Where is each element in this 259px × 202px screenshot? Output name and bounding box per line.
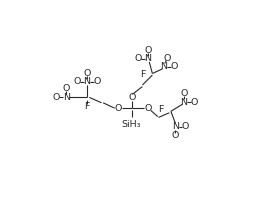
Text: N: N bbox=[172, 122, 179, 131]
Text: O: O bbox=[180, 89, 188, 98]
Text: O: O bbox=[129, 93, 136, 102]
Text: N: N bbox=[63, 93, 70, 102]
Text: N: N bbox=[160, 62, 167, 71]
Text: F: F bbox=[140, 70, 146, 79]
Text: O: O bbox=[144, 46, 152, 55]
Text: O: O bbox=[134, 54, 141, 63]
Text: O: O bbox=[182, 122, 189, 131]
Text: O: O bbox=[52, 93, 60, 102]
Text: O: O bbox=[170, 62, 178, 71]
Text: N: N bbox=[181, 98, 188, 106]
Text: O: O bbox=[114, 104, 121, 113]
Text: O: O bbox=[83, 69, 91, 78]
Text: O: O bbox=[73, 78, 81, 86]
Text: SiH₃: SiH₃ bbox=[121, 120, 141, 129]
Text: F: F bbox=[159, 105, 164, 114]
Text: O: O bbox=[144, 104, 152, 113]
Text: F: F bbox=[84, 102, 90, 111]
Text: N: N bbox=[144, 54, 151, 63]
Text: O: O bbox=[93, 78, 100, 86]
Text: N: N bbox=[83, 78, 90, 86]
Text: O: O bbox=[190, 98, 198, 106]
Text: O: O bbox=[172, 131, 179, 140]
Text: O: O bbox=[163, 54, 171, 63]
Text: O: O bbox=[62, 84, 70, 93]
